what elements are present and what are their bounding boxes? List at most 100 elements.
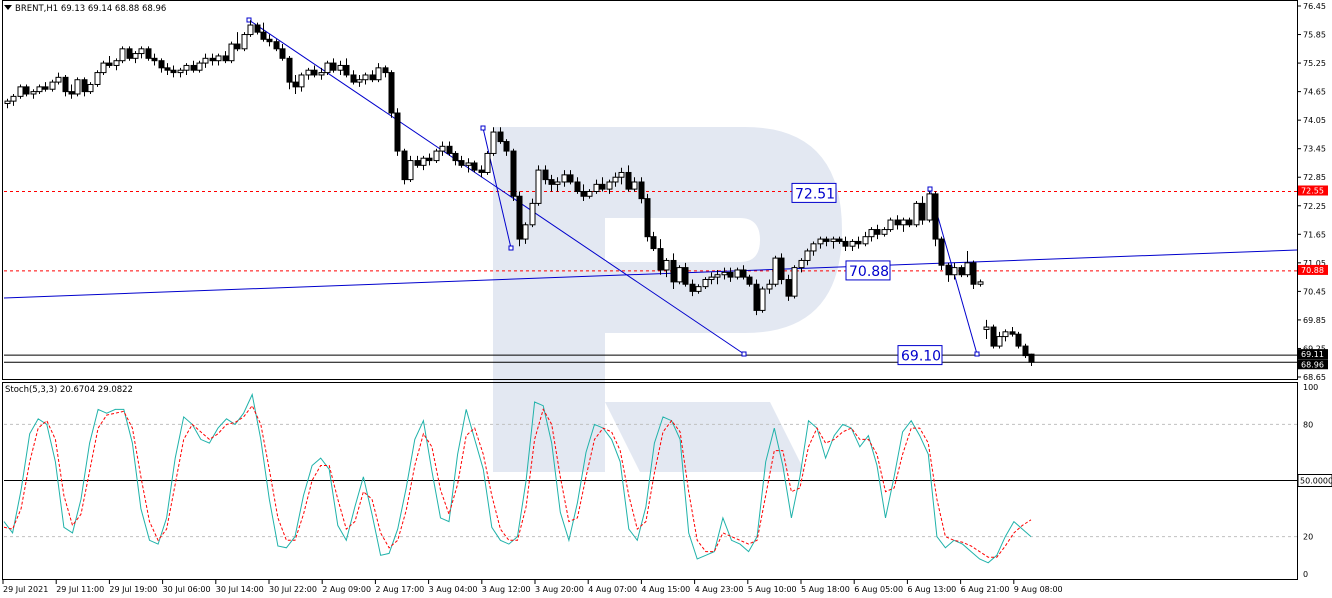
candle-body (10, 95, 17, 102)
price-pane-border (2, 0, 1298, 380)
trend-anchor (927, 186, 933, 192)
candle-body (650, 236, 657, 250)
stoch-axis: 100805020050.0000 (1297, 383, 1332, 579)
candle-body (113, 60, 120, 66)
price-annotations[interactable]: 72.51 70.88 69.10 (791, 182, 943, 366)
candle (529, 198, 536, 228)
candle (778, 253, 785, 285)
candle-body (356, 79, 363, 83)
candle-body (362, 74, 369, 81)
candle-body (791, 267, 798, 297)
candle-body (695, 286, 702, 292)
candle (234, 32, 241, 52)
candle-body (561, 174, 568, 183)
candle-body (241, 34, 248, 50)
candle-body (68, 91, 75, 95)
candle (644, 193, 651, 242)
candle-body (401, 150, 408, 181)
candle-body (87, 83, 94, 93)
candle (324, 60, 331, 75)
candle (375, 63, 382, 83)
candle (836, 236, 843, 244)
candle (215, 53, 222, 66)
candle-body (55, 76, 62, 83)
time-tick-label: 2 Aug 09:00 (322, 585, 371, 594)
candle-body (554, 181, 561, 185)
price-axis: 76.45 75.85 75.25 74.65 74.05 73.45 72.85 72.25… (1297, 2, 1326, 382)
candle-body (1028, 353, 1035, 363)
candle-body (567, 174, 574, 183)
candle (727, 267, 734, 282)
price-tick-label: 74.05 (1303, 116, 1326, 125)
candle (894, 215, 901, 230)
candle-body (522, 224, 529, 240)
candle (337, 60, 344, 75)
candle (830, 236, 837, 249)
candle (497, 127, 504, 144)
candle (202, 53, 209, 68)
candle-body (42, 86, 49, 90)
candle-body (849, 240, 856, 247)
level-label: 69.11 (1301, 350, 1324, 359)
time-tick-label: 29 Jul 19:00 (109, 585, 157, 594)
candle-body (874, 229, 881, 235)
candle-body (529, 202, 536, 226)
trend-anchor (480, 125, 486, 131)
candle-body (324, 62, 331, 74)
candle (753, 279, 760, 316)
candle (906, 217, 913, 228)
candle-body (804, 250, 811, 261)
candle-body (433, 150, 440, 162)
price-tick-label: 71.65 (1303, 230, 1326, 239)
candle-body (369, 74, 376, 81)
candle (247, 20, 254, 37)
candle-body (190, 64, 197, 71)
candle-body (906, 219, 913, 226)
dropdown-triangle-icon (4, 5, 12, 10)
candle-body (958, 267, 965, 276)
candle (260, 22, 267, 42)
candle-body (919, 202, 926, 221)
candle-body (106, 62, 113, 66)
candle-body (996, 336, 1003, 347)
candle-body (100, 62, 107, 74)
candle (650, 231, 657, 251)
candle-body (823, 238, 830, 242)
candle (279, 44, 286, 61)
candle (369, 70, 376, 83)
candle (420, 155, 427, 171)
candle-body (836, 238, 843, 242)
candle (452, 151, 459, 166)
candle (510, 148, 517, 202)
candle (1015, 331, 1022, 349)
candle (241, 32, 248, 52)
candle (151, 53, 158, 66)
candle (81, 77, 88, 97)
candle-body (977, 281, 984, 285)
candle (586, 189, 593, 199)
price-tick-label: 69.25 (1303, 344, 1326, 353)
candle-body (708, 276, 715, 280)
candle-body (740, 269, 747, 278)
candle (657, 239, 664, 275)
time-tick-label: 4 Aug 15:00 (641, 585, 690, 594)
candle (1028, 353, 1035, 367)
candle-body (202, 57, 209, 64)
candle (759, 286, 766, 313)
candle-body (279, 48, 286, 59)
candle (580, 184, 587, 202)
candle-body (30, 91, 37, 95)
candle (426, 153, 433, 166)
time-tick-label: 4 Aug 23:00 (695, 585, 744, 594)
candle-body (222, 55, 229, 62)
candle (810, 241, 817, 256)
candle (862, 231, 869, 247)
candle (273, 39, 280, 52)
annotation-label: 72.51 (795, 186, 835, 202)
price-tick-label: 76.45 (1303, 2, 1326, 11)
candle (55, 72, 62, 85)
level-label-box (1298, 185, 1328, 196)
candle-body (260, 31, 267, 40)
